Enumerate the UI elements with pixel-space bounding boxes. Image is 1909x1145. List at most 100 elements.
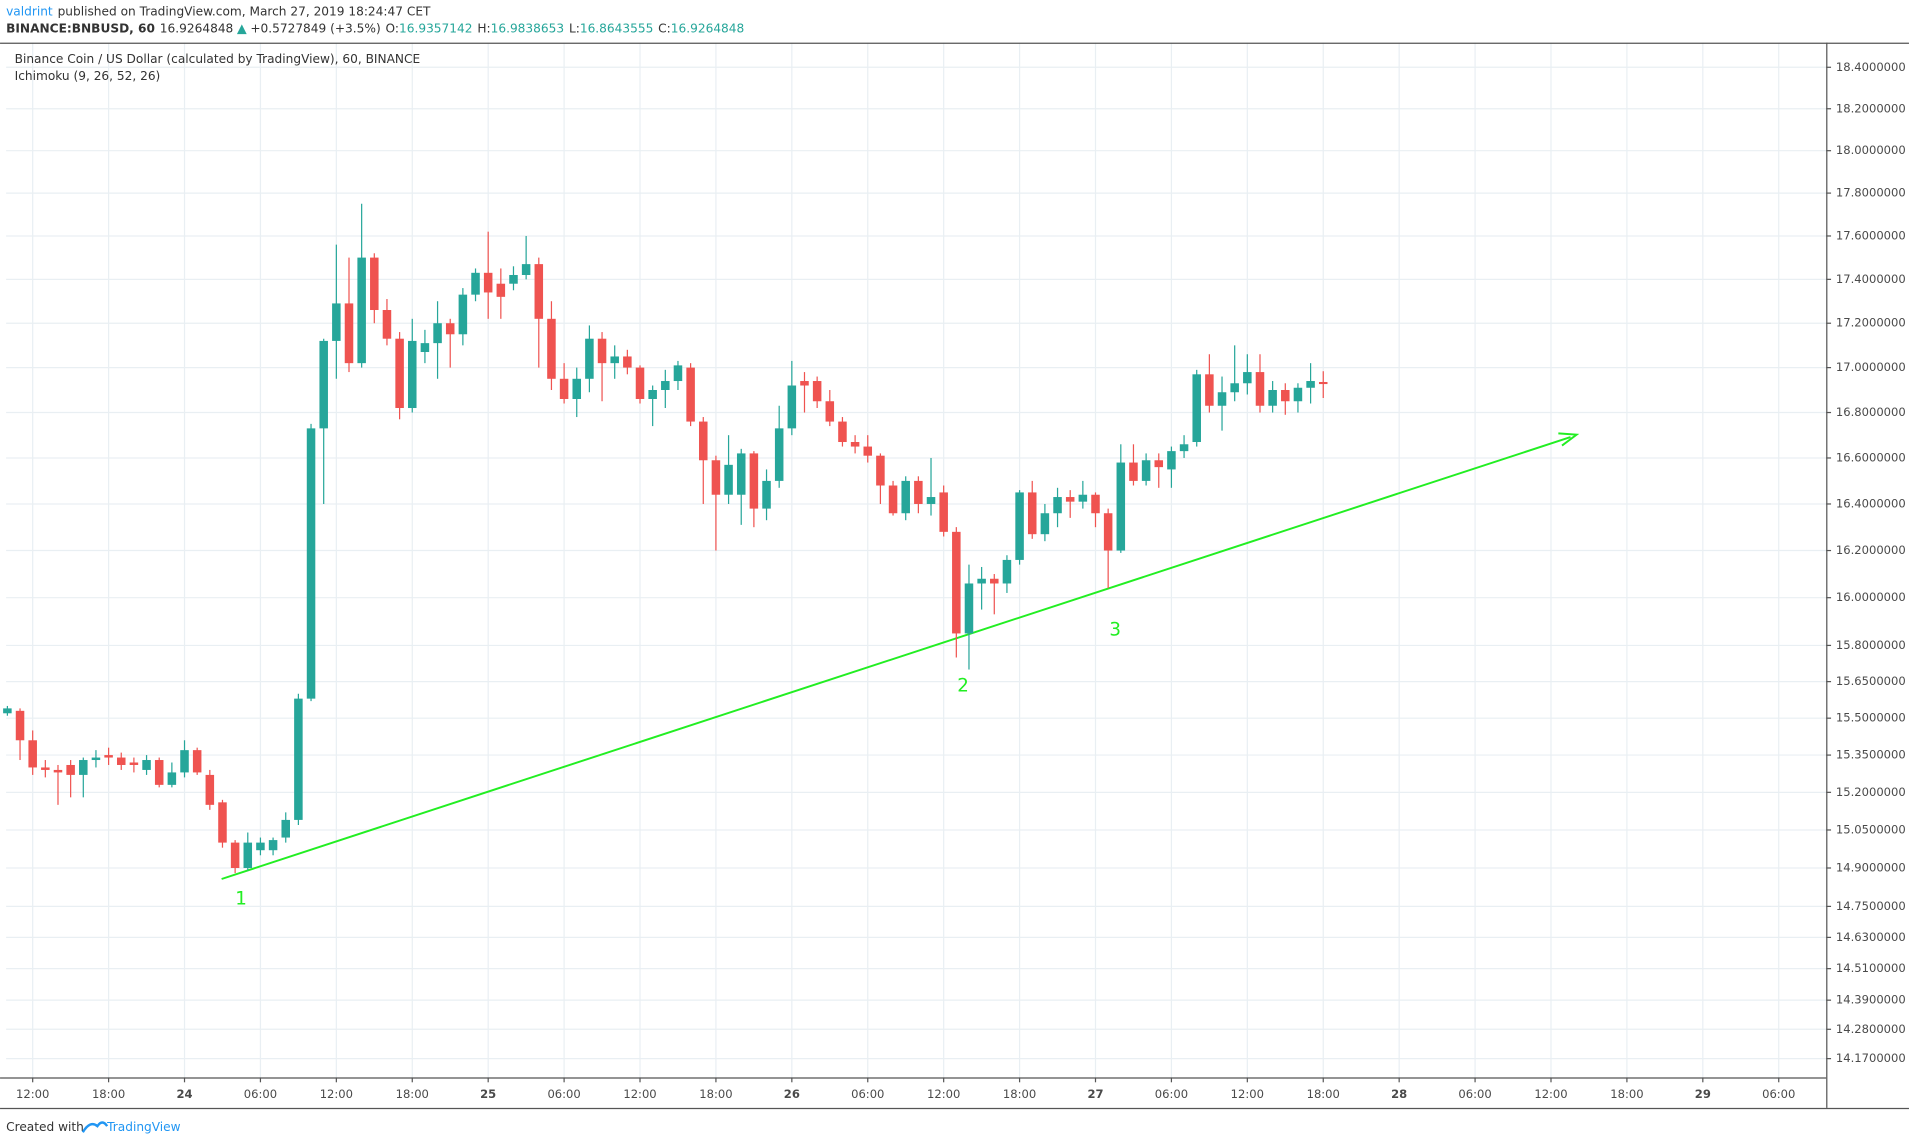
candle — [610, 345, 619, 379]
y-tick-label: 15.8000000 — [1836, 638, 1906, 652]
y-tick-label: 18.0000000 — [1836, 143, 1906, 157]
y-tick-label: 14.9000000 — [1836, 860, 1906, 874]
candle — [800, 372, 809, 413]
up-arrow-icon — [236, 24, 247, 35]
ohlc-label: H: — [477, 22, 490, 36]
candle-body — [850, 442, 860, 447]
candle-body — [180, 750, 189, 773]
candle-body — [281, 819, 290, 838]
candle — [420, 329, 430, 364]
candle-body — [635, 367, 645, 399]
candle — [863, 435, 873, 463]
candle — [357, 203, 366, 368]
candle-body — [800, 381, 809, 386]
candle-body — [774, 428, 784, 481]
candle-body — [205, 774, 215, 805]
candle — [1091, 492, 1100, 528]
candle-body — [294, 698, 303, 820]
x-tick-label: 06:00 — [244, 1087, 277, 1101]
candle — [1318, 371, 1328, 399]
candle — [977, 566, 986, 610]
y-tick-label: 16.4000000 — [1836, 496, 1906, 510]
candle — [1255, 354, 1265, 413]
symbol: BINANCE:BNBUSD, 60 — [6, 22, 155, 36]
x-tick-label: 27 — [1087, 1087, 1103, 1101]
candle — [901, 476, 910, 521]
author: valdrint — [6, 5, 53, 19]
candle-body — [711, 460, 721, 495]
candle — [1217, 376, 1227, 431]
candle — [91, 750, 101, 768]
candle-body — [1091, 494, 1100, 514]
candle-body — [825, 401, 835, 422]
candle — [762, 469, 771, 521]
candle — [142, 755, 151, 775]
ohlc-label: C: — [658, 22, 671, 36]
candle — [66, 760, 75, 798]
y-tick-label: 16.2000000 — [1836, 543, 1906, 557]
candle — [850, 435, 860, 454]
candle — [812, 376, 822, 409]
y-tick-label: 18.2000000 — [1836, 101, 1906, 115]
candle-body — [344, 303, 354, 364]
candle — [1015, 490, 1024, 565]
candle — [648, 385, 657, 427]
candle-body — [559, 378, 569, 399]
candle — [256, 837, 265, 856]
candle-body — [1116, 462, 1126, 551]
candle-body — [1179, 444, 1189, 452]
candle — [192, 747, 202, 775]
candle — [395, 332, 404, 420]
candle — [1103, 508, 1113, 589]
x-tick-label: 12:00 — [1534, 1087, 1567, 1101]
candle — [876, 453, 885, 504]
candle — [154, 757, 164, 788]
candle — [332, 244, 341, 379]
x-tick-label: 06:00 — [1155, 1087, 1188, 1101]
candle-body — [408, 340, 417, 409]
ohlc-value: 16.8643555 — [580, 22, 653, 36]
candle-body — [370, 257, 379, 311]
candle-body — [1154, 460, 1164, 468]
candle-body — [116, 757, 126, 765]
candle — [445, 318, 455, 368]
candle — [319, 338, 328, 504]
candle-body — [395, 338, 404, 409]
candle-body — [901, 480, 910, 514]
candle — [1205, 354, 1214, 413]
candle — [838, 417, 847, 447]
candle — [673, 360, 683, 391]
x-tick-label: 28 — [1391, 1087, 1407, 1101]
candle-body — [230, 842, 240, 868]
candle-body — [53, 769, 63, 773]
candle — [281, 812, 290, 843]
candle — [1141, 453, 1151, 486]
published-info: published on TradingView.com, March 27, … — [58, 5, 431, 19]
candle — [774, 405, 784, 488]
candle — [1065, 490, 1075, 518]
y-tick-label: 17.6000000 — [1836, 228, 1906, 242]
candle-body — [939, 492, 948, 532]
candle-body — [572, 378, 582, 399]
candle-body — [661, 381, 670, 391]
candle-body — [357, 257, 366, 364]
candle-body — [888, 485, 898, 514]
candle-body — [547, 318, 556, 379]
candle-body — [496, 283, 506, 297]
candle — [559, 363, 569, 404]
candle-body — [1281, 390, 1290, 402]
candle-body — [914, 480, 923, 504]
candle — [1306, 363, 1315, 404]
candle — [939, 485, 948, 537]
candle — [1078, 480, 1088, 509]
y-tick-label: 15.5000000 — [1836, 711, 1906, 725]
y-tick-label: 14.5100000 — [1836, 961, 1906, 975]
indicator-label: Ichimoku (9, 26, 52, 26) — [15, 69, 161, 83]
footer-brand[interactable]: TradingView — [106, 1120, 181, 1134]
y-tick-label: 17.2000000 — [1836, 316, 1906, 330]
candle-body — [686, 367, 695, 422]
candle — [787, 360, 797, 436]
candle — [1167, 446, 1176, 488]
candle — [736, 448, 746, 525]
